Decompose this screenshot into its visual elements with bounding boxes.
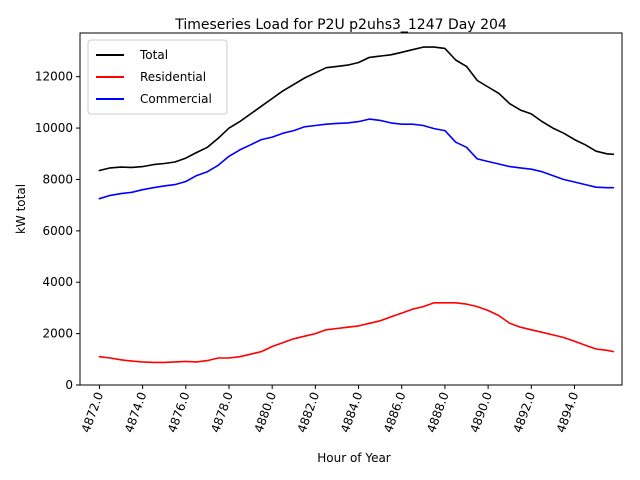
chart-title: Timeseries Load for P2U p2uhs3_1247 Day … xyxy=(174,17,507,33)
legend-label-total: Total xyxy=(139,48,168,62)
y-axis: 0 2000 4000 6000 8000 10000 12000 xyxy=(35,70,80,392)
y-tick-label: 6000 xyxy=(42,224,73,238)
legend-box xyxy=(87,39,228,115)
y-tick-label: 0 xyxy=(65,378,73,392)
y-tick-label: 10000 xyxy=(35,121,73,135)
legend-label-commercial: Commercial xyxy=(140,92,212,106)
series-line-total xyxy=(98,46,615,172)
y-axis-label: kW total xyxy=(14,184,28,234)
x-axis-label: Hour of Year xyxy=(317,451,391,465)
y-tick-label: 8000 xyxy=(42,172,73,186)
y-tick-label: 2000 xyxy=(42,327,73,341)
legend: Total Residential Commercial xyxy=(87,39,228,115)
y-tick-label: 4000 xyxy=(42,275,73,289)
plot-area-frame xyxy=(79,32,623,386)
legend-label-residential: Residential xyxy=(140,70,206,84)
y-tick-label: 12000 xyxy=(35,70,73,84)
series-layer xyxy=(98,46,615,364)
series-line-residential xyxy=(98,301,615,364)
series-line-commercial xyxy=(98,118,615,200)
